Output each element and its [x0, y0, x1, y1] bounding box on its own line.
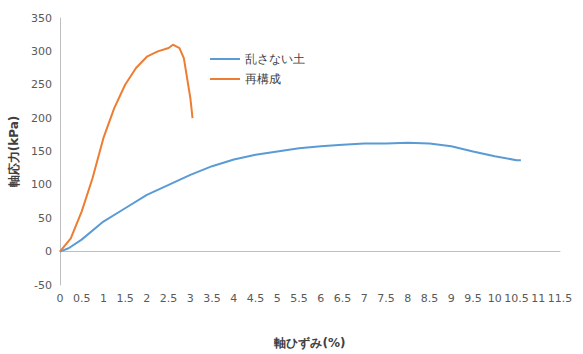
svg-text:1.5: 1.5 [116, 292, 134, 305]
svg-text:50: 50 [38, 212, 52, 225]
svg-text:7: 7 [361, 292, 368, 305]
svg-text:11: 11 [531, 292, 545, 305]
svg-text:6.5: 6.5 [334, 292, 352, 305]
svg-text:1: 1 [100, 292, 107, 305]
svg-text:0: 0 [45, 245, 52, 258]
svg-text:300: 300 [31, 45, 52, 58]
svg-text:150: 150 [31, 145, 52, 158]
svg-text:11.5: 11.5 [548, 292, 573, 305]
svg-text:10: 10 [488, 292, 502, 305]
svg-text:軸ひずみ(%): 軸ひずみ(%) [273, 336, 345, 350]
svg-text:8: 8 [404, 292, 411, 305]
svg-text:10.5: 10.5 [504, 292, 529, 305]
svg-text:2: 2 [143, 292, 150, 305]
svg-text:200: 200 [31, 112, 52, 125]
svg-text:3.5: 3.5 [203, 292, 221, 305]
svg-text:2.5: 2.5 [160, 292, 178, 305]
svg-text:3: 3 [187, 292, 194, 305]
svg-text:0.5: 0.5 [73, 292, 91, 305]
svg-text:350: 350 [31, 12, 52, 25]
svg-text:再構成: 再構成 [245, 72, 281, 86]
svg-text:4: 4 [230, 292, 237, 305]
svg-text:0: 0 [56, 292, 63, 305]
svg-text:8.5: 8.5 [421, 292, 439, 305]
svg-text:軸応力(kPa): 軸応力(kPa) [7, 116, 21, 189]
svg-text:9: 9 [448, 292, 455, 305]
svg-text:7.5: 7.5 [377, 292, 395, 305]
svg-text:100: 100 [31, 178, 52, 191]
svg-text:5: 5 [274, 292, 281, 305]
svg-text:-50: -50 [34, 279, 52, 292]
svg-text:250: 250 [31, 78, 52, 91]
svg-text:4.5: 4.5 [247, 292, 265, 305]
svg-text:9.5: 9.5 [464, 292, 482, 305]
svg-text:乱さない土: 乱さない土 [245, 52, 305, 66]
svg-text:5.5: 5.5 [290, 292, 308, 305]
svg-text:6: 6 [317, 292, 324, 305]
